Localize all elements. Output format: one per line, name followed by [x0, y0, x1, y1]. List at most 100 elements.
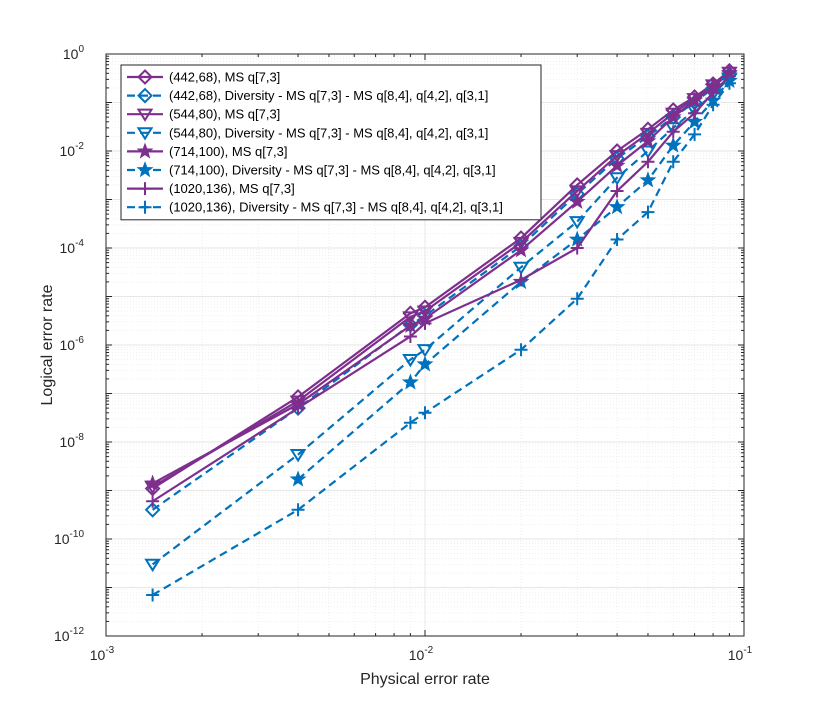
data-point [403, 329, 417, 343]
legend-marker [136, 127, 154, 141]
legend-item: (544,80), MS q[7,3] [127, 107, 280, 122]
data-point [639, 171, 657, 188]
legend-item: (714,100), Diversity - MS q[7,3] - MS q[… [127, 161, 496, 178]
data-point [666, 155, 680, 169]
data-point [291, 503, 305, 517]
legend-marker [138, 182, 152, 196]
data-point [664, 136, 682, 153]
data-point [146, 494, 160, 508]
data-point [706, 98, 720, 112]
data-point [402, 354, 419, 368]
ticks: 10-3 10-2 10-1 10-12 10-10 10-8 10-6 10-4 10-2 10… [54, 44, 753, 663]
x-tick-label: 10-1 [728, 645, 753, 663]
data-point [706, 86, 720, 100]
data-point [418, 316, 432, 330]
data-point [664, 108, 682, 125]
legend-marker [138, 200, 152, 214]
data-point [402, 311, 419, 325]
legend-label: (1020,136), Diversity - MS q[7,3] - MS q… [169, 200, 503, 215]
data-point [512, 241, 530, 258]
legend-label: (714,100), Diversity - MS q[7,3] - MS q[… [169, 163, 496, 178]
legend-item: (1020,136), MS q[7,3] [127, 181, 295, 196]
y-tick-label: 10-2 [60, 141, 85, 159]
legend-marker [137, 87, 153, 104]
y-tick-label: 100 [63, 44, 85, 62]
data-point [686, 91, 704, 108]
data-point [686, 112, 704, 130]
data-point [641, 155, 655, 169]
data-point [722, 76, 736, 90]
data-point [608, 150, 626, 164]
x-tick-label: 10-3 [90, 645, 115, 663]
data-point [144, 501, 161, 518]
legend-label: (544,80), MS q[7,3] [169, 107, 280, 122]
series-line [152, 71, 731, 488]
x-axis-label: Physical error rate [360, 671, 490, 688]
data-point [610, 184, 624, 198]
data-point [416, 305, 434, 319]
data-point [610, 232, 624, 246]
data-point [570, 292, 584, 306]
data-point [688, 106, 702, 120]
data-point [144, 558, 161, 573]
data-point [639, 132, 657, 149]
data-point [568, 185, 586, 199]
data-point [289, 449, 307, 463]
legend-label: (442,68), Diversity - MS q[7,3] - MS q[8… [169, 88, 488, 103]
legend-marker [136, 108, 154, 122]
data-point [568, 192, 586, 209]
data-point [570, 241, 584, 255]
data-point [639, 127, 657, 142]
y-tick-label: 10-6 [60, 335, 85, 353]
data-point [144, 474, 162, 491]
data-point [291, 401, 305, 415]
data-point [401, 373, 419, 390]
data-point [416, 344, 434, 358]
data-point [608, 172, 626, 186]
series-7 [146, 69, 736, 508]
data-point [568, 216, 586, 230]
x-tick-label: 10-2 [409, 645, 434, 663]
data-point [514, 273, 528, 287]
series-8 [146, 76, 736, 602]
data-point [514, 343, 528, 357]
y-tick-label: 10-4 [60, 238, 85, 256]
data-point [289, 470, 307, 487]
y-axis-label: Logical error rate [39, 284, 56, 405]
legend-label: (714,100), MS q[7,3] [169, 144, 288, 159]
legend-label: (442,68), MS q[7,3] [169, 70, 280, 85]
y-tick-label: 10-10 [54, 529, 84, 547]
legend-label: (1020,136), MS q[7,3] [169, 181, 295, 196]
data-point [639, 145, 657, 159]
data-point [608, 156, 626, 173]
legend-item: (442,68), MS q[7,3] [127, 69, 280, 85]
series-line [152, 75, 731, 503]
data-point [512, 261, 530, 276]
legend-marker [136, 142, 154, 159]
legend-label: (544,80), Diversity - MS q[7,3] - MS q[8… [169, 125, 488, 140]
series-line [151, 77, 731, 566]
legend-marker [136, 161, 154, 178]
legend-item: (714,100), MS q[7,3] [127, 142, 288, 159]
series-line [152, 82, 731, 596]
legend-item: (544,80), Diversity - MS q[7,3] - MS q[8… [127, 125, 488, 141]
data-point [608, 198, 626, 215]
data-point [666, 125, 680, 139]
data-point [418, 406, 432, 420]
legend-box [120, 64, 542, 221]
y-tick-label: 10-12 [54, 626, 84, 644]
data-point [146, 588, 160, 602]
series-layer [144, 62, 738, 602]
legend-marker [137, 69, 153, 85]
data-point [688, 127, 702, 141]
legend: (442,68), MS q[7,3] (442,68), Diversity -… [120, 64, 542, 221]
data-point [416, 355, 434, 372]
data-point [641, 205, 655, 219]
data-point [401, 316, 419, 333]
legend-item: (442,68), Diversity - MS q[7,3] - MS q[8… [127, 87, 488, 104]
legend-item: (1020,136), Diversity - MS q[7,3] - MS q… [127, 200, 503, 215]
y-tick-label: 10-8 [60, 432, 85, 450]
data-point [403, 416, 417, 430]
data-point [512, 236, 530, 251]
